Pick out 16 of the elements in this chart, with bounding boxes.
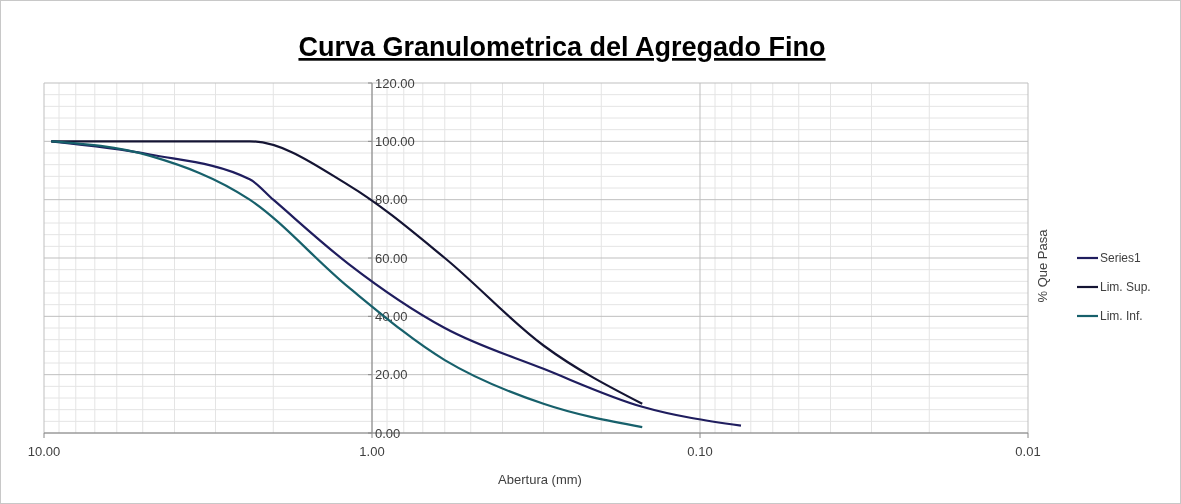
legend-label: Series1 [1100, 251, 1142, 266]
y-tick-label: 80.00 [375, 192, 408, 208]
y-tick-label: 100.00 [375, 133, 415, 149]
x-tick-label: 0.01 [1015, 444, 1041, 459]
y-tick-label: 120.00 [375, 75, 415, 91]
y-tick-label: 60.00 [375, 250, 408, 266]
legend-label: Lim. Inf. [1100, 309, 1143, 324]
x-axis-title: Abertura (mm) [498, 472, 582, 487]
y-axis-title: % Que Pasa [1035, 228, 1050, 303]
y-tick-label: 20.00 [375, 367, 408, 383]
chart-title: Curva Granulometrica del Agregado Fino [298, 32, 826, 62]
y-tick-label: 0.00 [375, 425, 401, 441]
x-tick-label: 1.00 [359, 444, 385, 459]
legend-label: Lim. Sup. [1100, 280, 1151, 295]
x-tick-label: 0.10 [687, 444, 713, 459]
x-tick-label: 10.00 [27, 444, 61, 459]
